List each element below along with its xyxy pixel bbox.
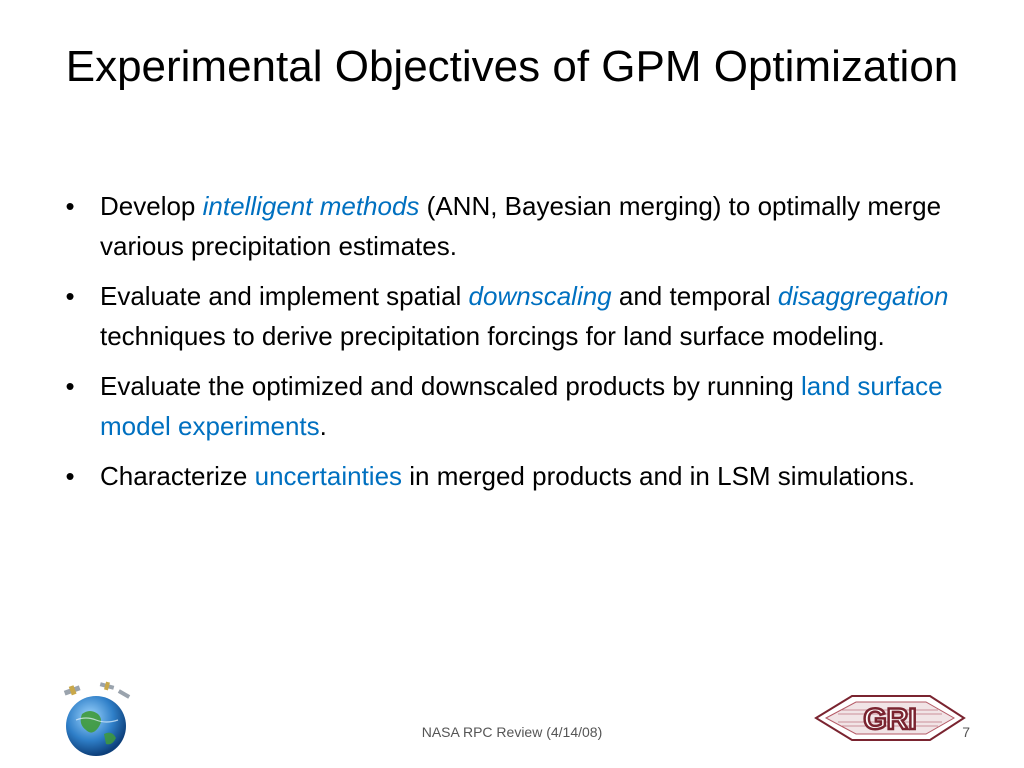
text-run: techniques to derive precipitation forci…: [100, 321, 885, 351]
highlight-text: disaggregation: [777, 281, 949, 311]
bullet-text: Develop intelligent methods (ANN, Bayesi…: [100, 191, 941, 261]
text-run: in merged products and in LSM simulation…: [402, 461, 916, 491]
bullet-dot: •: [65, 371, 75, 401]
text-run: Characterize: [100, 461, 255, 491]
slide-title: Experimental Objectives of GPM Optimizat…: [65, 42, 959, 91]
footer-text: NASA RPC Review (4/14/08): [421, 724, 603, 740]
gri-logo-text: GRI: [863, 703, 916, 736]
text-run: Develop: [100, 191, 203, 221]
highlight-text: intelligent methods: [202, 191, 420, 221]
bullet-text: Evaluate the optimized and downscaled pr…: [100, 371, 943, 441]
text-run: Evaluate the optimized and downscaled pr…: [100, 371, 801, 401]
text-run: and temporal: [611, 281, 778, 311]
gri-logo-icon: GRI: [814, 695, 966, 741]
bullet-item: • Characterize uncertainties in merged p…: [60, 456, 960, 496]
highlight-text: land surface model experiments: [100, 371, 943, 441]
text-run: .: [319, 411, 327, 441]
globe-satellite-logo: [52, 680, 142, 760]
bullet-dot: •: [65, 191, 75, 221]
bullet-item: • Evaluate the optimized and downscaled …: [60, 366, 960, 446]
bullet-text: Characterize uncertainties in merged pro…: [100, 461, 915, 491]
bullet-dot: •: [65, 281, 75, 311]
page-number: 7: [962, 724, 970, 740]
bullet-item: • Evaluate and implement spatial downsca…: [60, 276, 960, 356]
text-run: (ANN, Bayesian merging) to optimally mer…: [100, 191, 942, 261]
bullet-text: Evaluate and implement spatial downscali…: [100, 281, 948, 351]
gri-logo: GRI: [812, 688, 968, 744]
globe-icon: [63, 681, 131, 756]
bullet-item: • Develop intelligent methods (ANN, Baye…: [60, 186, 960, 266]
bullet-dot: •: [65, 461, 75, 491]
bullet-list: • Develop intelligent methods (ANN, Baye…: [60, 186, 960, 506]
highlight-text: uncertainties: [254, 461, 403, 491]
highlight-text: downscaling: [468, 281, 612, 311]
text-run: Evaluate and implement spatial: [100, 281, 469, 311]
